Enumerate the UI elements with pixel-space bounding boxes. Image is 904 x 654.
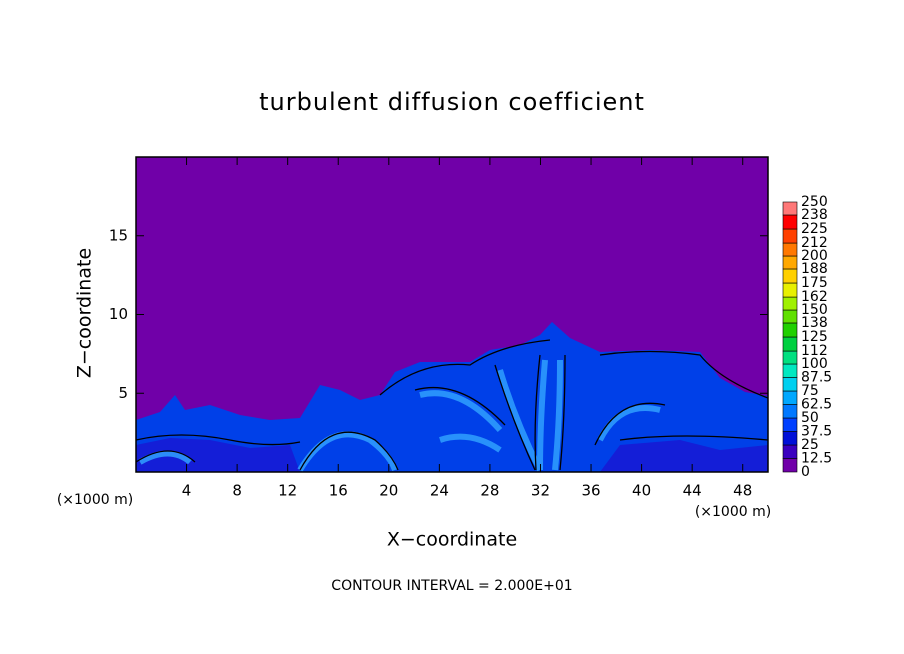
y-tick-label: 15 [109, 226, 128, 244]
x-units-right: (×1000 m) [695, 504, 771, 520]
colorbar-box [782, 350, 798, 365]
colorbar-box [782, 242, 798, 257]
x-tick-label: 44 [683, 482, 702, 500]
chart-title: turbulent diffusion coefficient [259, 88, 645, 116]
colorbar-box [782, 390, 798, 405]
x-tick-label: 28 [480, 482, 499, 500]
annotation: CONTOUR INTERVAL = 2.000E+01 [331, 578, 572, 594]
colorbar-label: 212 [801, 235, 828, 251]
colorbar-box [782, 268, 798, 284]
colorbar-label: 162 [801, 289, 828, 305]
colorbar-box [782, 336, 798, 352]
colorbar-box [782, 363, 798, 378]
colorbar-label: 250 [801, 194, 828, 210]
colorbar-box [782, 309, 798, 324]
colorbar-label: 175 [801, 275, 828, 291]
colorbar-box [782, 322, 798, 338]
contour-lines [135, 339, 769, 471]
colorbar-box [782, 282, 798, 298]
colorbar-label: 100 [801, 356, 828, 372]
colorbar-label: 225 [801, 221, 828, 237]
colorbar-label: 25 [801, 437, 819, 453]
colorbar-label: 200 [801, 248, 828, 264]
colorbar-box [782, 444, 798, 459]
colorbar-label: 62.5 [801, 397, 832, 413]
x-tick-label: 8 [232, 482, 242, 500]
x-tick-label: 16 [329, 482, 348, 500]
colorbar-label: 188 [801, 261, 828, 277]
x-tick-label: 40 [632, 482, 651, 500]
colorbar-label: 138 [801, 315, 828, 331]
colorbar-box [782, 228, 798, 244]
x-tick-label: 48 [733, 482, 752, 500]
colorbar-label: 50 [801, 410, 819, 426]
colorbar-label: 112 [801, 343, 828, 359]
y-tick-label: 5 [118, 384, 128, 402]
colorbar-box [782, 404, 798, 419]
x-tick-label: 20 [379, 482, 398, 500]
colorbar-box [782, 214, 798, 230]
field-dark-region [136, 438, 768, 472]
colorbar-box [782, 458, 798, 473]
y-axis-label: Z−coordinate [74, 248, 96, 378]
x-tick-label: 32 [531, 482, 550, 500]
y-tick-label: 10 [109, 305, 128, 323]
x-tick-label: 36 [581, 482, 600, 500]
x-axis-label: X−coordinate [387, 529, 517, 551]
colorbar-box [782, 417, 798, 432]
colorbar-label: 238 [801, 207, 828, 223]
colorbar-box [782, 296, 798, 311]
x-tick-label: 12 [278, 482, 297, 500]
plot-area [135, 156, 769, 473]
colorbar-label: 125 [801, 329, 828, 345]
colorbar-label: 75 [801, 383, 819, 399]
colorbar-box [782, 377, 798, 392]
colorbar-label: 87.5 [801, 370, 832, 386]
x-tick-label: 4 [182, 482, 192, 500]
colorbar-label: 150 [801, 302, 828, 318]
colorbar-label: 37.5 [801, 424, 832, 440]
colorbar-box [782, 431, 798, 446]
colorbar-label: 12.5 [801, 451, 832, 467]
colorbar-label: 0 [801, 464, 810, 480]
colorbar-box [782, 255, 798, 270]
x-units-left: (×1000 m) [57, 492, 133, 508]
x-tick-label: 24 [430, 482, 449, 500]
colorbar-box [782, 201, 798, 216]
field-streaks [138, 359, 661, 472]
